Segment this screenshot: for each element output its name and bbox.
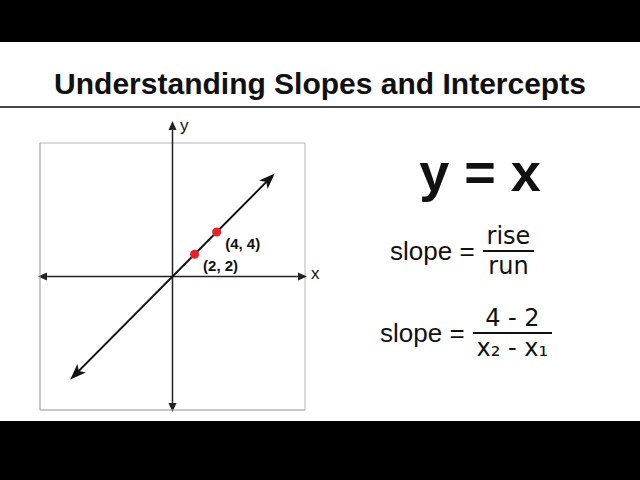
html-text:y = x: y = x — [419, 142, 541, 202]
html-text:run: run — [488, 252, 529, 280]
svg-text:(4, 4): (4, 4) — [225, 235, 260, 252]
html-text:slope =: slope = — [380, 317, 465, 348]
html-text:x₂ - x₁: x₂ - x₁ — [476, 334, 549, 362]
html-text:4 - 2: 4 - 2 — [485, 304, 540, 332]
html-text:Understanding Slopes and Inter: Understanding Slopes and Intercepts — [54, 67, 586, 100]
html-text:x: x — [311, 264, 320, 283]
html-text:y: y — [180, 116, 189, 135]
svg-text:(2, 2): (2, 2) — [203, 257, 238, 274]
html-text:rise: rise — [486, 222, 531, 250]
html-text:slope =: slope = — [390, 235, 475, 266]
